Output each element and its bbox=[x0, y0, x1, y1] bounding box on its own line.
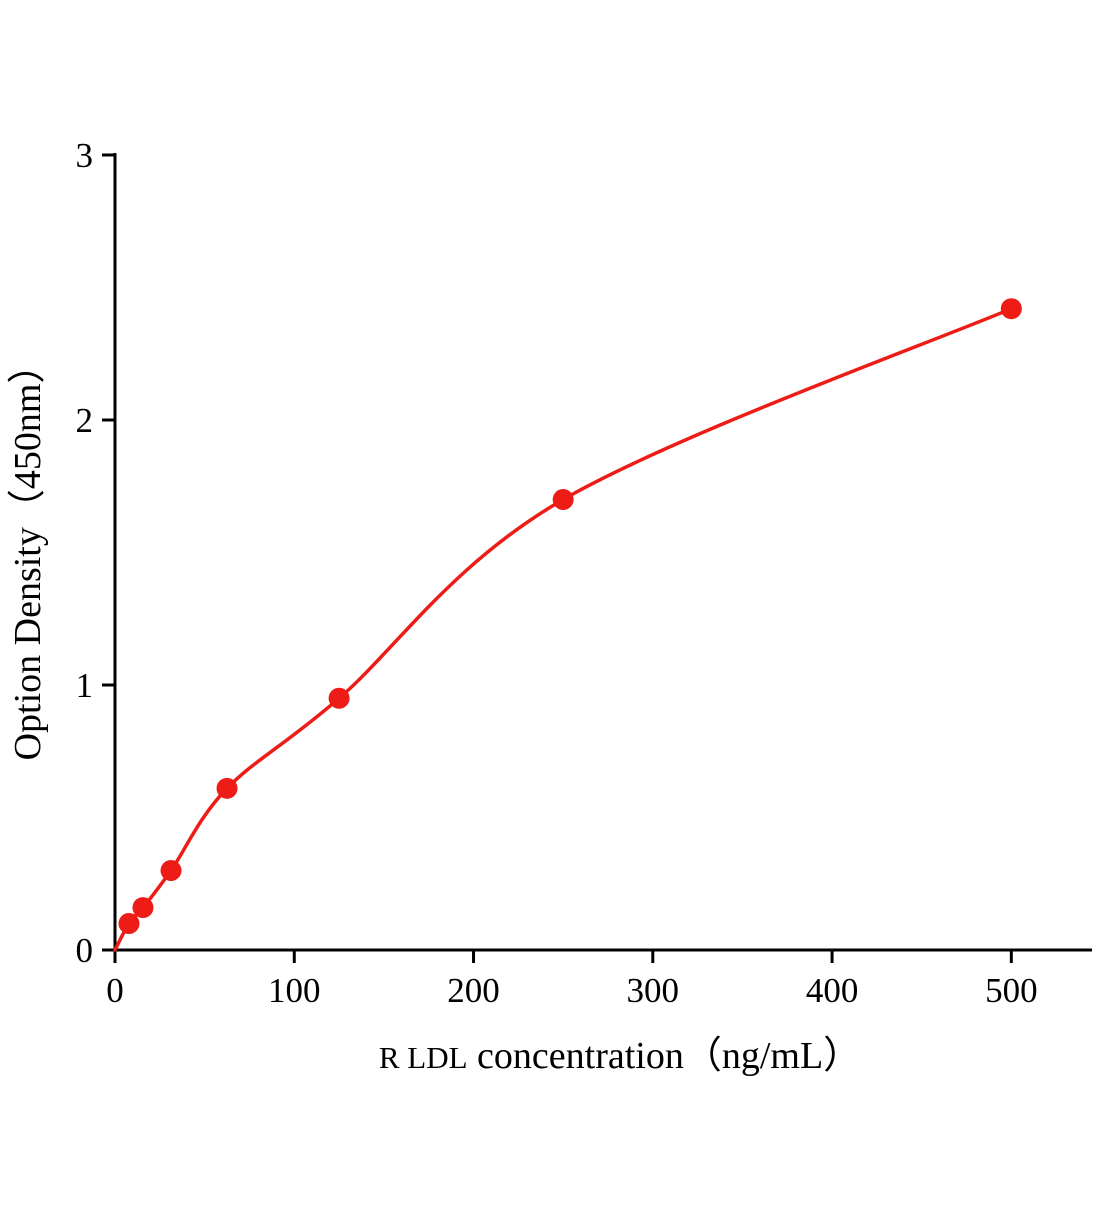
x-tick-label: 0 bbox=[106, 971, 124, 1010]
x-axis-label: R LDL concentration（ng/mL） bbox=[379, 1035, 861, 1077]
y-axis-label: Option Density（450nm） bbox=[7, 346, 49, 761]
x-axis-label-rest: concentration（ng/mL） bbox=[477, 1035, 861, 1077]
data-point bbox=[118, 913, 140, 934]
y-tick-label: 0 bbox=[76, 931, 94, 970]
x-tick-label: 200 bbox=[447, 971, 500, 1010]
plot-layer: 0 100 200 300 400 500 0 1 2 3 bbox=[76, 136, 1092, 1010]
x-tick-label: 500 bbox=[985, 971, 1038, 1010]
x-tick-label: 100 bbox=[268, 971, 321, 1010]
data-point bbox=[160, 860, 182, 881]
y-tick-label: 3 bbox=[76, 136, 94, 175]
data-point bbox=[328, 687, 350, 709]
fit-curve bbox=[113, 306, 1014, 952]
x-tick-label: 400 bbox=[806, 971, 859, 1010]
x-tick-label: 300 bbox=[627, 971, 680, 1010]
y-tick-label: 2 bbox=[76, 401, 94, 440]
data-point bbox=[1000, 298, 1022, 320]
data-point bbox=[132, 897, 154, 919]
data-point bbox=[216, 777, 238, 799]
data-point bbox=[552, 489, 574, 510]
x-axis-label-prefix: R LDL bbox=[379, 1040, 468, 1075]
y-tick-label: 1 bbox=[76, 666, 94, 705]
